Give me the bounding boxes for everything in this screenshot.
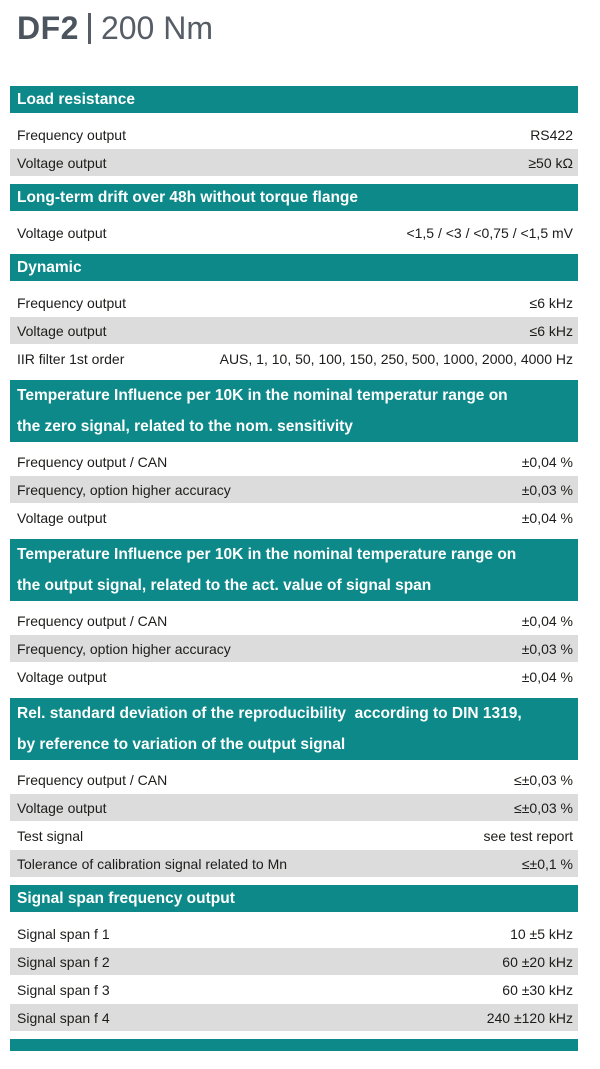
spec-section — [10, 1039, 578, 1051]
spec-row: Voltage output ≥50 kΩ — [10, 149, 578, 176]
spec-value: ±0,04 % — [521, 509, 573, 526]
spec-row: Voltage output <1,5 / <3 / <0,75 / <1,5 m… — [10, 219, 578, 246]
title-capacity: 200 Nm — [100, 9, 213, 46]
spec-section: Long-term drift over 48h without torque … — [10, 184, 578, 246]
spec-label: Signal span f 2 — [17, 953, 110, 970]
section-title-line: Dynamic — [17, 259, 82, 276]
section-title-line: Rel. standard deviation of the reproduci… — [17, 705, 522, 722]
spec-row: Test signal see test report — [10, 822, 578, 849]
spec-label: Tolerance of calibration signal related … — [17, 855, 288, 872]
spec-label: Frequency output — [17, 294, 126, 311]
section-header: Dynamic — [10, 254, 578, 281]
spec-label: Signal span f 4 — [17, 1009, 110, 1026]
spec-value: ≤±0,1 % — [521, 855, 573, 872]
section-title-line: the output signal, related to the act. v… — [17, 577, 432, 594]
model-name: DF2 — [17, 9, 79, 46]
spec-section: Load resistance Frequency output RS422 Volt… — [10, 86, 578, 176]
spec-row: Frequency output / CAN ±0,04 % — [10, 448, 578, 475]
spec-value: 60 ±20 kHz — [502, 953, 573, 970]
spec-value: see test report — [483, 827, 574, 844]
spec-label: Voltage output — [17, 799, 107, 816]
spec-section: Temperature Influence per 10K in the nom… — [10, 380, 578, 531]
spec-row: Signal span f 3 60 ±30 kHz — [10, 976, 578, 1003]
section-title-line: Long-term drift over 48h without torque … — [17, 189, 358, 206]
spec-label: Frequency, option higher accuracy — [17, 481, 231, 498]
spec-value: ±0,03 % — [521, 481, 573, 498]
spec-value: ≥50 kΩ — [528, 154, 573, 171]
spec-value: ±0,04 % — [521, 453, 573, 470]
spec-section: Dynamic Frequency output ≤6 kHz Voltage out… — [10, 254, 578, 372]
spec-value: ≤6 kHz — [529, 294, 573, 311]
sections: Load resistance Frequency output RS422 Volt… — [10, 86, 578, 1051]
section-header: Temperature Influence per 10K in the nom… — [10, 539, 578, 601]
section-title-line: the zero signal, related to the nom. sen… — [17, 418, 353, 435]
section-title-line: Temperature Influence per 10K in the nom… — [17, 546, 517, 563]
spec-label: Frequency, option higher accuracy — [17, 640, 231, 657]
spec-label: Voltage output — [17, 154, 107, 171]
title-separator — [87, 12, 91, 44]
spec-label: Signal span f 1 — [17, 925, 110, 942]
spec-value: ≤±0,03 % — [514, 771, 573, 788]
spec-value: 240 ±120 kHz — [486, 1009, 573, 1026]
spec-value: 10 ±5 kHz — [510, 925, 573, 942]
spec-row: Frequency output RS422 — [10, 121, 578, 148]
spec-row: Frequency output / CAN ±0,04 % — [10, 607, 578, 634]
spec-value: 60 ±30 kHz — [502, 981, 573, 998]
spec-row: Frequency, option higher accuracy ±0,03 % — [10, 635, 578, 662]
spec-row: Voltage output ±0,04 % — [10, 663, 578, 690]
section-header: Signal span frequency output — [10, 885, 578, 912]
spec-row: IIR filter 1st order AUS, 1, 10, 50, 100,… — [10, 345, 578, 372]
spec-row: Signal span f 2 60 ±20 kHz — [10, 948, 578, 975]
spec-value: ±0,04 % — [521, 612, 573, 629]
spec-value: ≤6 kHz — [529, 322, 573, 339]
section-header: Temperature Influence per 10K in the nom… — [10, 380, 578, 442]
spec-row: Tolerance of calibration signal related … — [10, 850, 578, 877]
section-title-line: Signal span frequency output — [17, 890, 235, 907]
spec-row: Voltage output ±0,04 % — [10, 504, 578, 531]
spec-row: Signal span f 1 10 ±5 kHz — [10, 920, 578, 947]
section-header: Load resistance — [10, 86, 578, 113]
spec-value: ≤±0,03 % — [514, 799, 573, 816]
spec-value: AUS, 1, 10, 50, 100, 150, 250, 500, 1000… — [219, 350, 573, 367]
spec-value: ±0,04 % — [521, 668, 573, 685]
spec-row: Voltage output ≤±0,03 % — [10, 794, 578, 821]
section-title-line: by reference to variation of the output … — [17, 736, 346, 753]
spec-label: Frequency output / CAN — [17, 771, 168, 788]
spec-row: Signal span f 4 240 ±120 kHz — [10, 1004, 578, 1031]
section-title-line: Temperature Influence per 10K in the nom… — [17, 387, 508, 404]
spec-section: Temperature Influence per 10K in the nom… — [10, 539, 578, 690]
spec-label: Frequency output / CAN — [17, 612, 168, 629]
spec-label: Voltage output — [17, 224, 107, 241]
spec-row: Frequency, option higher accuracy ±0,03 % — [10, 476, 578, 503]
spec-label: Signal span f 3 — [17, 981, 110, 998]
spec-section: Rel. standard deviation of the reproduci… — [10, 698, 578, 877]
spec-row: Frequency output / CAN ≤±0,03 % — [10, 766, 578, 793]
spec-label: Test signal — [17, 827, 84, 844]
spec-label: Voltage output — [17, 509, 107, 526]
spec-row: Frequency output ≤6 kHz — [10, 289, 578, 316]
page-title: DF2 200 Nm — [17, 6, 600, 50]
spec-value: RS422 — [530, 126, 573, 143]
spec-label: IIR filter 1st order — [17, 350, 125, 367]
spec-row: Voltage output ≤6 kHz — [10, 317, 578, 344]
spec-value: <1,5 / <3 / <0,75 / <1,5 mV — [406, 224, 573, 241]
spec-value: ±0,03 % — [521, 640, 573, 657]
spec-label: Frequency output — [17, 126, 126, 143]
spec-section: Signal span frequency output Signal span … — [10, 885, 578, 1031]
section-header: Rel. standard deviation of the reproduci… — [10, 698, 578, 760]
section-title-line: Load resistance — [17, 91, 136, 108]
spec-label: Voltage output — [17, 322, 107, 339]
spec-label: Frequency output / CAN — [17, 453, 168, 470]
section-header: Long-term drift over 48h without torque … — [10, 184, 578, 211]
spec-label: Voltage output — [17, 668, 107, 685]
partial-section-header-bar — [10, 1039, 578, 1051]
